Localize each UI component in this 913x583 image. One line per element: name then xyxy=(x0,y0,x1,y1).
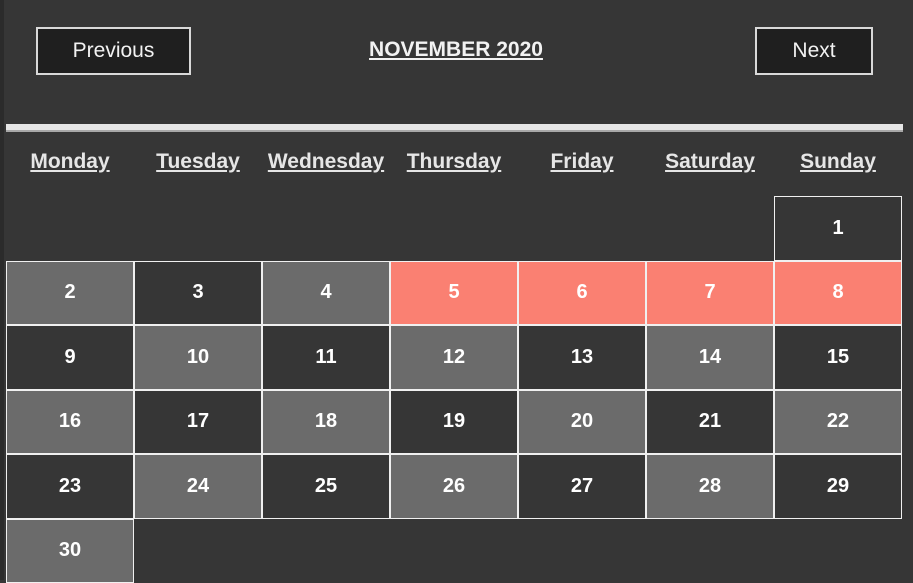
day-cell-26[interactable]: 26 xyxy=(390,454,518,519)
header-divider xyxy=(6,124,903,132)
day-cell-11[interactable]: 11 xyxy=(262,325,390,390)
weekday-header-row: Monday Tuesday Wednesday Thursday Friday… xyxy=(6,150,902,174)
empty-day-cell xyxy=(134,196,262,261)
weekday-saturday: Saturday xyxy=(646,150,774,174)
day-cell-2[interactable]: 2 xyxy=(6,261,134,326)
day-cell-15[interactable]: 15 xyxy=(774,325,902,390)
day-cell-24[interactable]: 24 xyxy=(134,454,262,519)
day-cell-18[interactable]: 18 xyxy=(262,390,390,455)
next-month-button[interactable]: Next xyxy=(755,27,873,75)
weekday-monday: Monday xyxy=(6,150,134,174)
day-cell-21[interactable]: 21 xyxy=(646,390,774,455)
empty-day-cell xyxy=(390,196,518,261)
day-cell-20[interactable]: 20 xyxy=(518,390,646,455)
day-cell-17[interactable]: 17 xyxy=(134,390,262,455)
day-cell-10[interactable]: 10 xyxy=(134,325,262,390)
day-cell-6[interactable]: 6 xyxy=(518,261,646,326)
day-cell-13[interactable]: 13 xyxy=(518,325,646,390)
weekday-wednesday: Wednesday xyxy=(262,150,390,174)
day-cell-25[interactable]: 25 xyxy=(262,454,390,519)
day-cell-22[interactable]: 22 xyxy=(774,390,902,455)
day-cell-14[interactable]: 14 xyxy=(646,325,774,390)
day-cell-5[interactable]: 5 xyxy=(390,261,518,326)
window-edge xyxy=(0,0,4,580)
day-cell-9[interactable]: 9 xyxy=(6,325,134,390)
weekday-friday: Friday xyxy=(518,150,646,174)
month-title: NOVEMBER 2020 xyxy=(300,38,612,62)
empty-day-cell xyxy=(646,196,774,261)
day-cell-23[interactable]: 23 xyxy=(6,454,134,519)
day-cell-28[interactable]: 28 xyxy=(646,454,774,519)
day-cell-8[interactable]: 8 xyxy=(774,261,902,326)
day-cell-30[interactable]: 30 xyxy=(6,519,134,583)
weekday-sunday: Sunday xyxy=(774,150,902,174)
day-cell-7[interactable]: 7 xyxy=(646,261,774,326)
day-cell-12[interactable]: 12 xyxy=(390,325,518,390)
day-cell-1[interactable]: 1 xyxy=(774,196,902,261)
empty-day-cell xyxy=(262,196,390,261)
day-cell-3[interactable]: 3 xyxy=(134,261,262,326)
day-cell-16[interactable]: 16 xyxy=(6,390,134,455)
day-cell-19[interactable]: 19 xyxy=(390,390,518,455)
empty-day-cell xyxy=(6,196,134,261)
previous-month-button[interactable]: Previous xyxy=(36,27,191,75)
day-cell-29[interactable]: 29 xyxy=(774,454,902,519)
weekday-thursday: Thursday xyxy=(390,150,518,174)
weekday-tuesday: Tuesday xyxy=(134,150,262,174)
day-cell-27[interactable]: 27 xyxy=(518,454,646,519)
day-cell-4[interactable]: 4 xyxy=(262,261,390,326)
empty-day-cell xyxy=(518,196,646,261)
